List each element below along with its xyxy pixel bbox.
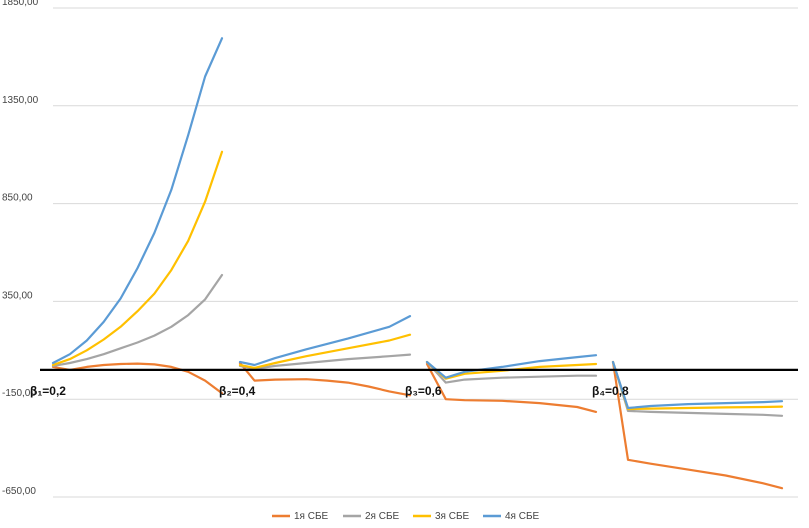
segment-label-3: β₃=0,6: [405, 384, 442, 398]
y-tick-label: -650,00: [2, 486, 36, 497]
segment-label-2: β₂=0,4: [219, 384, 256, 398]
y-tick-label: 1350,00: [2, 95, 39, 106]
series-1-segment-3: [425, 362, 598, 413]
series-3-segment-1: [51, 150, 224, 367]
legend-label-2: 2я СБЕ: [365, 511, 400, 522]
series-4-segment-3: [425, 354, 598, 379]
series-1-segment-1: [51, 362, 224, 395]
series-2-segment-3: [425, 360, 598, 384]
series-2-segment-4: [611, 360, 784, 417]
legend-label-1: 1я СБЕ: [294, 511, 329, 522]
series-1: [51, 360, 784, 490]
series-3-segment-2: [238, 333, 412, 369]
y-tick-label: 850,00: [2, 193, 33, 204]
series-4-segment-1: [51, 37, 224, 365]
y-tick-label: -150,00: [2, 388, 36, 399]
series-1-segment-2: [238, 361, 412, 397]
segment-label-4: β₄=0,8: [592, 384, 629, 398]
series-1-segment-4: [611, 360, 784, 490]
legend-label-4: 4я СБЕ: [505, 511, 540, 522]
y-axis-labels: 1850,00 1350,00 850,00 350,00 -150,00 -650,00: [2, 0, 39, 497]
segment-labels: β₁=0,2 β₂=0,4 β₃=0,6 β₄=0,8: [30, 384, 629, 398]
y-tick-label: 1850,00: [2, 0, 39, 8]
y-tick-label: 350,00: [2, 290, 33, 301]
legend: 1я СБЕ 2я СБЕ 3я СБЕ 4я СБЕ: [272, 511, 540, 522]
series-4: [51, 37, 784, 410]
series-lines: [51, 37, 784, 490]
grid-lines: [53, 7, 798, 498]
segment-label-1: β₁=0,2: [30, 384, 66, 398]
legend-label-3: 3я СБЕ: [435, 511, 470, 522]
series-2: [51, 273, 784, 417]
series-4-segment-2: [238, 315, 412, 367]
series-2-segment-1: [51, 273, 224, 367]
series-4-segment-4: [611, 360, 784, 410]
